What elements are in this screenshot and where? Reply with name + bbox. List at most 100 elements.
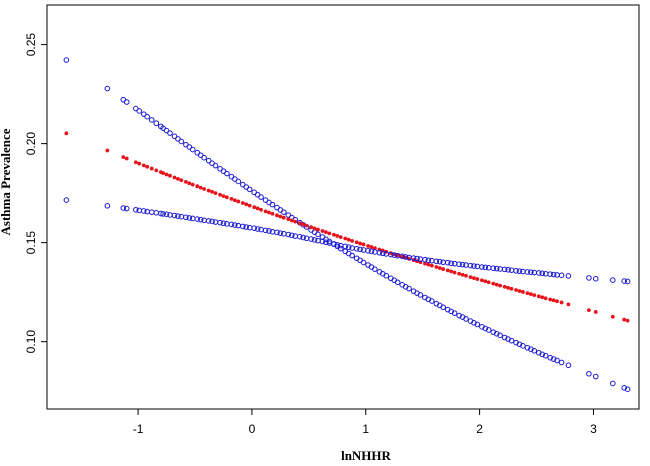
ci-point [536,270,542,276]
estimate-point [221,194,226,199]
estimate-point [187,181,192,186]
ci-point [217,219,223,226]
series-estimate [64,131,630,323]
ci-point [319,238,326,245]
estimate-point [210,189,214,194]
estimate-point [494,282,499,287]
estimate-point [247,203,252,208]
estimate-point [168,173,172,178]
estimate-point [224,195,229,200]
ci-point [592,373,599,380]
estimate-point [316,227,320,232]
estimate-point [172,175,177,180]
estimate-point [236,199,241,204]
ci-point [501,266,508,273]
estimate-point [520,290,525,294]
ci-point [186,144,193,150]
ci-point [205,157,212,164]
ci-point [133,206,139,213]
estimate-point [195,184,200,189]
ci-point [417,292,424,298]
ci-point [140,111,147,117]
x-axis-ticks: -1 0 1 2 3 [133,409,597,436]
ci-point [444,259,451,266]
ci-point [205,218,212,224]
estimate-point [460,272,465,277]
ci-point [531,347,538,354]
ci-point [459,261,466,268]
ci-point [163,211,170,218]
ci-point [451,310,458,316]
ci-point [228,221,235,228]
estimate-point [206,188,211,193]
ci-point [262,227,269,234]
ci-point [436,258,443,265]
estimate-point [293,219,298,224]
ci-point [235,178,242,185]
ci-point [212,162,219,169]
ci-point [311,237,318,243]
estimate-point [202,187,207,191]
ci-point [183,214,189,221]
ci-point [331,241,337,247]
estimate-point [255,206,260,211]
ci-point [274,229,280,236]
ci-point [123,99,130,105]
estimate-point [475,277,480,281]
ci-point [349,252,355,259]
estimate-point [429,263,434,268]
ci-point [140,208,147,214]
ci-point [171,133,178,140]
ci-point [558,272,565,279]
ci-point [178,138,185,145]
estimate-point [335,234,340,238]
ci-point [288,232,295,239]
estimate-point [532,293,537,298]
estimate-point [464,273,468,278]
ci-point [554,357,560,364]
x-tick-label: -1 [133,422,144,436]
ci-point [474,321,481,328]
estimate-point [229,196,234,201]
ci-point [586,275,592,281]
estimate-point [423,261,427,266]
ci-point [558,359,565,366]
ci-point [63,197,70,203]
ci-point [104,203,111,209]
ci-point [547,271,554,277]
estimate-point [625,318,630,323]
ci-point [399,253,406,260]
ci-point [425,257,432,264]
ci-point [524,269,531,275]
estimate-point [354,240,359,245]
plot-border [46,4,640,410]
ci-point [171,212,178,219]
ci-point [104,85,111,92]
estimate-point [548,297,553,302]
ci-point [586,370,592,377]
ci-point [624,386,631,392]
ci-point [323,239,329,246]
ci-point [422,256,428,263]
ci-point [194,216,201,222]
estimate-point [179,178,184,183]
ci-point [524,345,531,351]
estimate-point [164,172,169,177]
ci-point [189,146,196,153]
estimate-point [176,176,180,181]
estimate-point [324,230,328,235]
estimate-point [320,229,325,233]
ci-point [308,236,314,242]
estimate-point [124,156,129,161]
ci-point [243,224,250,230]
estimate-point [509,286,514,291]
ci-point [565,362,572,369]
ci-point [505,266,511,273]
ci-point [406,285,412,292]
estimate-point [372,246,377,251]
ci-point [197,216,204,223]
ci-point [463,316,469,322]
y-axis-title: Asthma Prevalence [0,128,13,235]
ci-point [383,272,390,279]
estimate-point [244,202,249,207]
